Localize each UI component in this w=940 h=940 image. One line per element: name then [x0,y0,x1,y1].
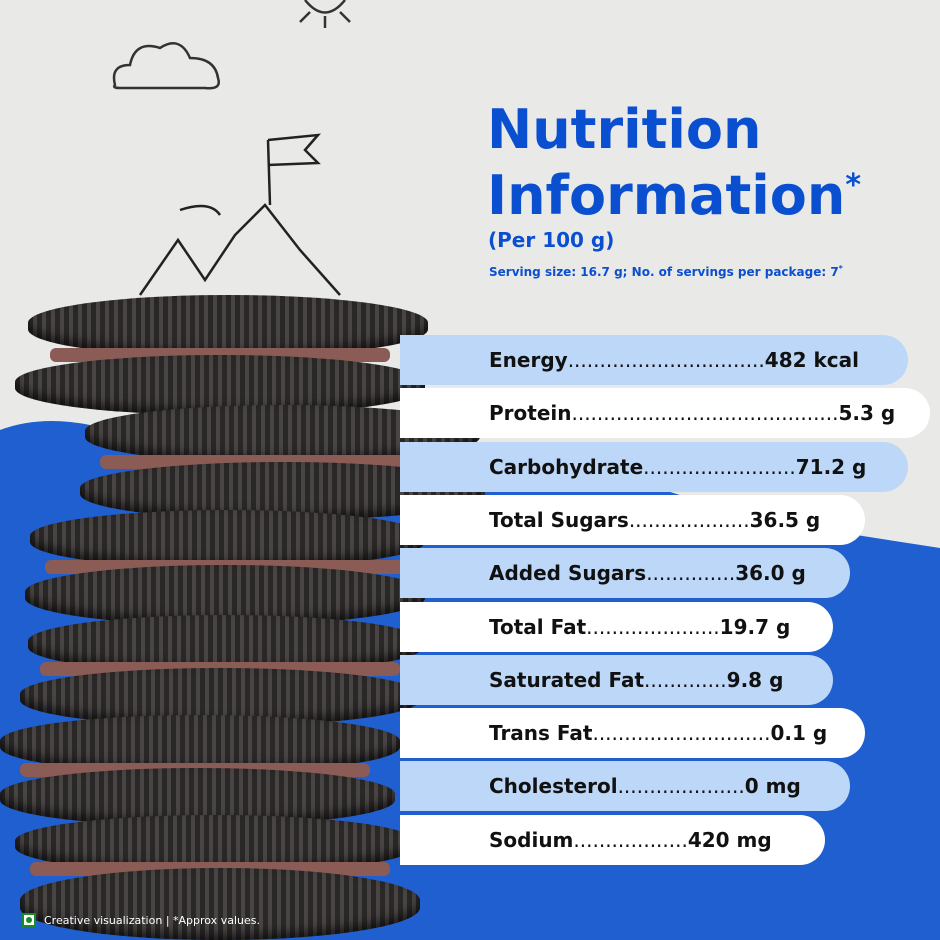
nutrient-label: Energy [489,348,568,372]
nutrient-label: Total Sugars [489,507,629,532]
nutrient-row: Added Sugars.............. 36.0 g [400,548,850,599]
nutrient-label: Trans Fat [489,721,593,746]
nutrient-dots: ..................... [586,614,720,639]
nutrient-row: Sodium.................. 420 mg [400,814,825,865]
nutrient-value: 19.7 g [719,614,791,639]
nutrient-value: 5.3 g [838,401,896,426]
nutrient-row: Total Sugars................... 36.5 g [400,494,865,545]
title-asterisk: * [845,168,862,203]
mountain-flag-doodle-icon [138,133,341,296]
nutrient-value: 36.0 g [735,561,806,586]
nutrient-value: 9.8 g [726,667,784,692]
nutrient-row: Carbohydrate........................ 71.2… [400,441,908,492]
nutrient-value: 0.1 g [770,721,828,746]
nutrient-row: Cholesterol.................... 0 mg [400,761,850,812]
nutrient-label: Sodium [489,827,574,852]
title-line-2: Information* [487,158,861,224]
nutrient-dots: ............................ [592,721,771,746]
nutrient-dots: ............. [644,667,727,692]
nutrient-value: 71.2 g [795,454,867,479]
footer-note: Creative visualization | *Approx values. [44,913,260,927]
nutrient-label: Saturated Fat [489,667,645,692]
nutrient-dots: ........................ [643,454,796,479]
nutrient-label: Protein [489,401,572,426]
nutrient-row: Trans Fat............................ 0.1… [400,708,865,759]
title-text: Information [487,164,846,227]
nutrient-row: Total Fat..................... 19.7 g [400,601,833,652]
nutrient-label: Total Fat [489,614,587,639]
nutrient-label: Added Sugars [489,561,647,586]
nutrient-value: 0 mg [744,774,801,799]
nutrient-dots: .............. [646,561,736,586]
nutrient-value: 420 mg [687,827,772,852]
nutrient-dots: ................... [628,507,750,532]
nutrient-row: Protein.................................… [400,388,930,439]
footer: Creative visualization | *Approx values. [22,913,260,927]
nutrient-dots: .................... [617,774,745,799]
nutrient-dots: ........................................… [571,401,839,426]
nutrient-value: 482 kcal [764,348,859,372]
nutrient-label: Carbohydrate [489,454,644,479]
nutrient-row: Saturated Fat............. 9.8 g [400,654,833,705]
nutrient-dots: ............................... [567,348,765,372]
nutrient-row: Energy............................... 482… [400,335,908,385]
veg-mark-icon [22,913,36,927]
nutrient-dots: .................. [573,827,688,852]
nutrient-label: Cholesterol [489,774,618,799]
sun-doodle-icon [299,0,351,28]
serving-info: Serving size: 16.7 g; No. of servings pe… [489,264,843,279]
cloud-doodle-icon [112,42,220,90]
per-100g-label: (Per 100 g) [488,228,615,252]
title-line-1: Nutrition [487,98,762,161]
nutrient-value: 36.5 g [749,507,821,532]
